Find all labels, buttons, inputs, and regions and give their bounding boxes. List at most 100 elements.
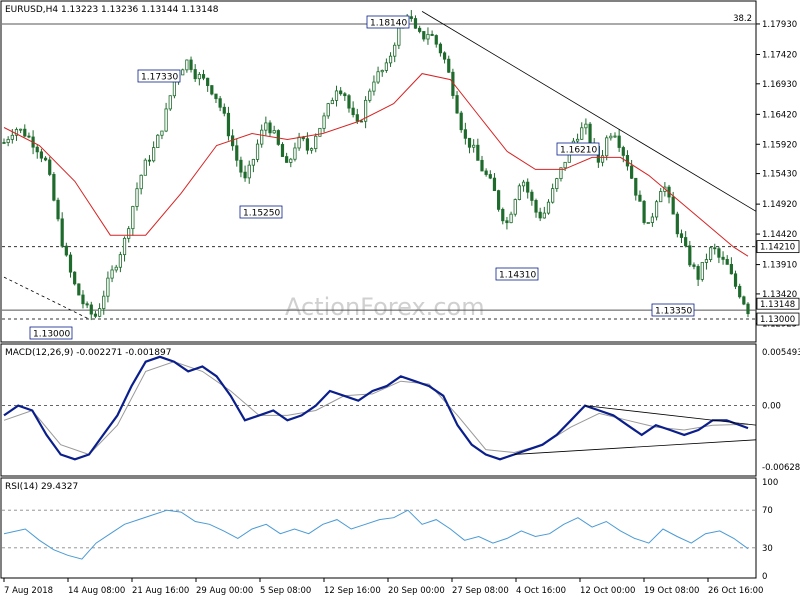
candle-body bbox=[131, 206, 135, 230]
candle-body bbox=[696, 266, 700, 280]
candle-body bbox=[189, 59, 193, 70]
candle-body bbox=[39, 151, 44, 159]
swing-annotation-label: 1.18140 bbox=[370, 19, 407, 29]
macd-layer bbox=[2, 355, 757, 461]
candle-body bbox=[364, 99, 368, 122]
candle-body bbox=[376, 71, 380, 83]
candle-body bbox=[77, 283, 81, 296]
x-tick-label: 12 Sep 16:00 bbox=[324, 586, 381, 596]
candle-body bbox=[501, 208, 505, 222]
price-y-tick-label: 1.15920 bbox=[762, 140, 797, 150]
swing-annotation-box bbox=[239, 205, 283, 219]
candle-body bbox=[93, 313, 98, 317]
candle-body bbox=[355, 114, 359, 122]
candle-body bbox=[247, 164, 251, 179]
candle-body bbox=[268, 122, 272, 134]
candle-body bbox=[621, 147, 625, 156]
candle-body bbox=[551, 188, 555, 203]
candle-body bbox=[738, 285, 742, 298]
candle-body bbox=[708, 247, 713, 260]
candle-body bbox=[422, 31, 426, 40]
candle-body bbox=[339, 90, 343, 95]
price-y-tick-label: 1.13910 bbox=[762, 261, 797, 271]
candle-body bbox=[251, 158, 255, 166]
candle-body bbox=[97, 308, 102, 317]
candle-body bbox=[347, 95, 351, 109]
candle-body bbox=[218, 98, 222, 108]
macd-y-tick-label: -0.006282 bbox=[762, 463, 800, 473]
candle-body bbox=[617, 135, 621, 148]
swing-annotation-box bbox=[137, 69, 181, 83]
candle-body bbox=[646, 222, 650, 224]
swing-annotation-label: 1.15250 bbox=[243, 209, 280, 219]
candle-body bbox=[359, 120, 364, 123]
level-tag-box bbox=[756, 240, 800, 254]
macd-y-tick-label: 0.00 bbox=[762, 402, 781, 412]
x-tick-label: 14 Aug 08:00 bbox=[68, 586, 125, 596]
candle-body bbox=[650, 216, 655, 223]
swing-annotation-box bbox=[29, 326, 73, 340]
candle-body bbox=[164, 108, 168, 132]
current-price-box bbox=[756, 297, 800, 310]
candle-body bbox=[89, 304, 93, 315]
rsi-title: RSI(14) 29.4327 bbox=[5, 482, 78, 492]
swing-annotation-box bbox=[495, 267, 539, 281]
x-tick-label: 29 Aug 00:00 bbox=[196, 586, 253, 596]
candle-body bbox=[442, 52, 447, 60]
candle-body bbox=[521, 181, 526, 187]
candle-body bbox=[160, 130, 164, 136]
candle-body bbox=[746, 303, 750, 315]
candle-body bbox=[322, 115, 326, 129]
candle-body bbox=[459, 112, 463, 131]
candle-body bbox=[497, 190, 501, 210]
candle-body bbox=[704, 259, 709, 263]
candle-body bbox=[609, 135, 613, 139]
candle-body bbox=[193, 69, 197, 80]
price-layer: 38.2 1.18140 1.17330 1.15250 1.16210 1.14310 1… bbox=[2, 10, 757, 340]
candle-body bbox=[721, 256, 725, 260]
candle-body bbox=[255, 143, 260, 160]
macd-panel-frame bbox=[0, 343, 757, 477]
x-tick-label: 12 Oct 00:00 bbox=[580, 586, 635, 596]
candle-body bbox=[384, 62, 388, 71]
candle-body bbox=[152, 147, 156, 162]
candle-body bbox=[692, 264, 696, 267]
candle-body bbox=[260, 129, 264, 145]
candle-body bbox=[484, 170, 488, 175]
candle-body bbox=[605, 137, 609, 157]
swing-annotation-label: 1.13000 bbox=[33, 330, 70, 340]
candle-body bbox=[73, 271, 77, 285]
swing-annotation-box bbox=[366, 15, 410, 29]
candle-body bbox=[729, 263, 733, 275]
candle-body bbox=[679, 233, 684, 238]
candle-body bbox=[52, 174, 56, 201]
candle-body bbox=[318, 127, 322, 137]
candle-body bbox=[210, 85, 214, 95]
candle-body bbox=[309, 148, 314, 151]
candle-body bbox=[505, 220, 509, 224]
candle-body bbox=[222, 106, 226, 114]
candle-body bbox=[455, 95, 459, 114]
candle-body bbox=[297, 136, 301, 149]
swing-annotation-box bbox=[651, 303, 695, 317]
candle-body bbox=[463, 129, 467, 139]
candle-body bbox=[675, 213, 679, 235]
candle-body bbox=[397, 27, 401, 46]
swing-annotation-label: 1.16210 bbox=[560, 146, 597, 156]
candle-body bbox=[334, 90, 339, 101]
candle-body bbox=[713, 247, 717, 250]
level-tag-box bbox=[756, 312, 800, 326]
candle-body bbox=[742, 296, 746, 305]
candle-body bbox=[114, 266, 118, 271]
candle-body bbox=[659, 191, 663, 203]
candle-body bbox=[19, 128, 23, 131]
candle-body bbox=[110, 269, 114, 279]
candle-body bbox=[409, 16, 413, 19]
candle-body bbox=[671, 196, 675, 215]
x-tick-label: 19 Oct 08:00 bbox=[644, 586, 699, 596]
candle-body bbox=[430, 33, 434, 36]
candle-body bbox=[23, 128, 27, 137]
candle-body bbox=[388, 55, 393, 64]
swing-annotation-label: 1.13350 bbox=[655, 307, 692, 317]
